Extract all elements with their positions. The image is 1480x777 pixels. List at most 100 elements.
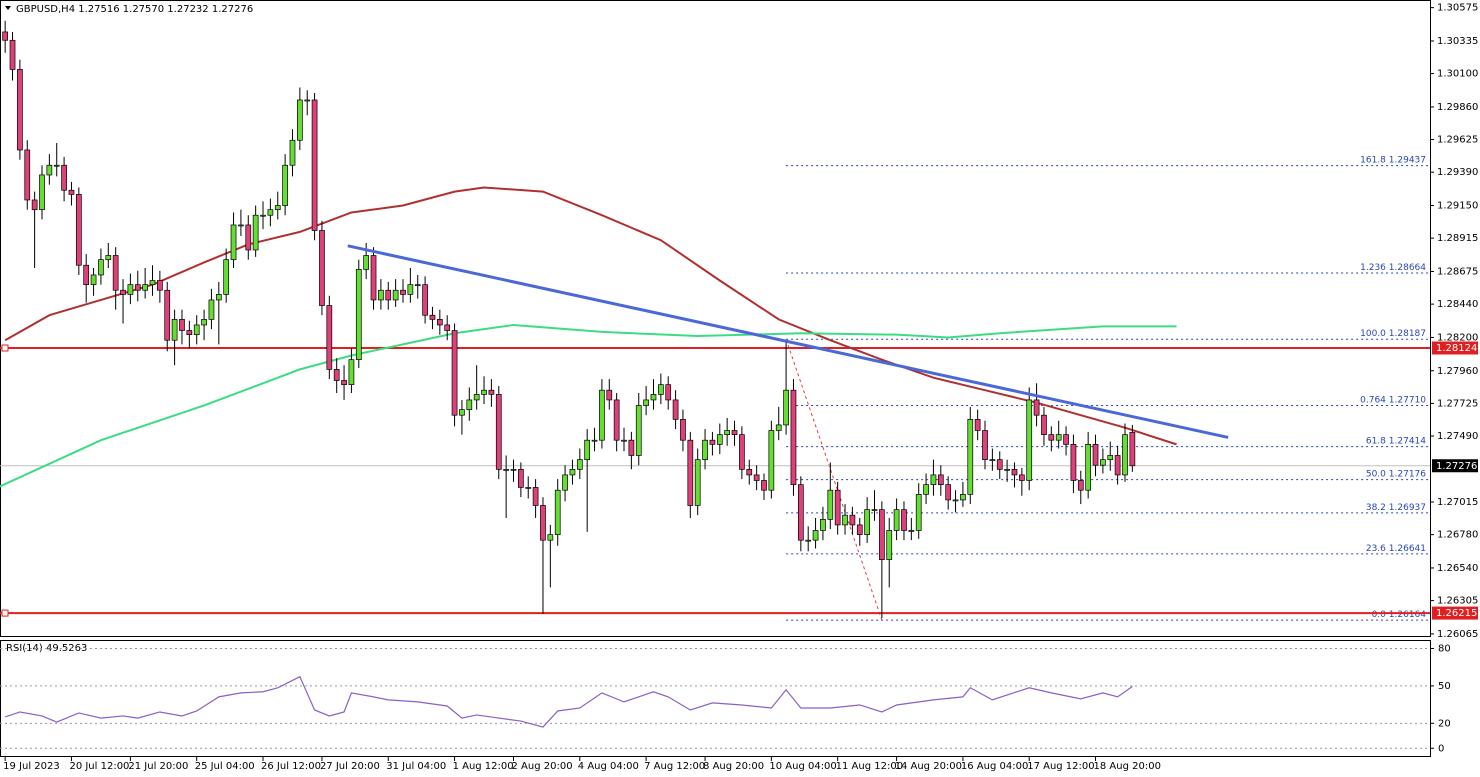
fib-ratio: 100.0: [1360, 329, 1386, 339]
candle-body: [746, 469, 753, 476]
chart-header: GBPUSD,H4 1.27516 1.27570 1.27232 1.2727…: [16, 4, 253, 15]
candle-body: [562, 474, 568, 491]
fib-ratio: 0.0: [1372, 610, 1387, 620]
candle-body: [230, 224, 237, 261]
rsi-title: RSI(14): [6, 643, 43, 654]
candle-body: [1026, 399, 1033, 481]
y-tick-label: 1.29860: [1437, 102, 1478, 113]
candle-body: [215, 294, 222, 301]
candle-body: [61, 164, 67, 191]
candle-body: [694, 459, 701, 506]
y-tick-label: 1.30100: [1437, 69, 1478, 80]
candle-body: [149, 280, 156, 286]
candle-body: [134, 284, 141, 291]
candle-body: [864, 509, 870, 535]
moving-average: [0, 323, 1177, 488]
candle-body: [923, 484, 929, 495]
candle-body: [834, 489, 841, 526]
x-tick-label: 25 Jul 04:00: [195, 761, 255, 772]
candle-body: [1077, 480, 1084, 491]
candle-body: [1107, 455, 1114, 460]
level-handle: [1, 609, 9, 617]
x-tick-label: 1 Aug 12:00: [453, 761, 514, 772]
candle-body: [311, 99, 318, 231]
fib-value: 1.28187: [1389, 329, 1426, 339]
candle-body: [355, 269, 362, 361]
candle-body: [554, 489, 561, 535]
candle-body: [436, 319, 443, 326]
candle-body: [451, 330, 458, 416]
candle-body: [120, 289, 126, 295]
y-tick-label: 1.28440: [1437, 299, 1478, 310]
candle-body: [370, 255, 377, 301]
fib-value: 1.27710: [1389, 395, 1426, 405]
trendline: [347, 244, 1229, 439]
candle-body: [952, 499, 959, 502]
candle-body: [304, 99, 311, 102]
candle-body: [518, 469, 524, 488]
candle-body: [680, 419, 686, 441]
candle-body: [414, 284, 421, 287]
candle-body: [473, 394, 480, 401]
candle-body: [326, 305, 333, 370]
candle-body: [908, 530, 915, 532]
candle-body: [1063, 434, 1069, 445]
fib-ratio: 50.0: [1366, 469, 1386, 479]
fib-level-label: 100.0 1.28187: [1360, 329, 1426, 339]
main-panel-border: [0, 0, 1431, 637]
candle-body: [672, 399, 679, 420]
current-price-tag: [1432, 459, 1478, 473]
candle-body: [569, 469, 576, 476]
fib-diagonal: [785, 339, 883, 621]
level-tag: [1432, 341, 1478, 355]
candle-body: [90, 274, 97, 286]
candle-body: [105, 255, 112, 261]
candle-body: [68, 189, 75, 195]
candle-body: [856, 524, 863, 535]
candle-body: [46, 164, 53, 176]
candle-body: [1004, 469, 1010, 471]
y-tick-label: 80: [1438, 643, 1451, 654]
candle-body: [967, 419, 974, 495]
candle-body: [378, 289, 384, 301]
y-tick-label: 1.27725: [1437, 398, 1478, 409]
candle-body: [709, 439, 716, 445]
x-tick-label: 11 Aug 12:00: [836, 761, 903, 772]
x-tick-label: 20 Jul 12:00: [69, 761, 129, 772]
candle-body: [937, 474, 944, 485]
candle-body: [466, 399, 473, 411]
candle-body: [1129, 432, 1136, 467]
candle-body: [525, 487, 532, 489]
candle-body: [127, 284, 134, 295]
y-tick-label: 1.29150: [1437, 201, 1478, 212]
candle-body: [1011, 469, 1018, 476]
y-tick-label: 1.28915: [1437, 233, 1478, 244]
candle-body: [444, 324, 451, 331]
candle-body: [599, 389, 605, 441]
candle-body: [1085, 444, 1092, 491]
y-tick-label: 1.29625: [1437, 135, 1478, 146]
candle-body: [333, 369, 340, 381]
candle-body: [179, 319, 185, 331]
candle-body: [274, 205, 281, 211]
fib-ratio: 23.6: [1366, 543, 1386, 553]
fib-value: 1.28664: [1389, 263, 1426, 273]
y-tick-label: 1.28675: [1437, 266, 1478, 277]
candle-body: [1092, 444, 1099, 466]
fib-level-label: 1.236 1.28664: [1360, 263, 1426, 273]
candle-body: [606, 389, 613, 401]
candle-body: [481, 389, 487, 395]
candle-body: [17, 69, 23, 151]
candle-body: [635, 405, 642, 456]
candle-body: [392, 289, 399, 301]
candle-body: [650, 394, 657, 401]
fib-value: 1.26164: [1389, 610, 1426, 620]
x-tick-label: 26 Jul 12:00: [261, 761, 321, 772]
fib-value: 1.27414: [1389, 436, 1426, 446]
y-tick-label: 1.26065: [1437, 629, 1478, 640]
x-tick-label: 7 Aug 12:00: [644, 761, 705, 772]
candle-body: [591, 439, 598, 442]
candle-body: [282, 164, 288, 206]
